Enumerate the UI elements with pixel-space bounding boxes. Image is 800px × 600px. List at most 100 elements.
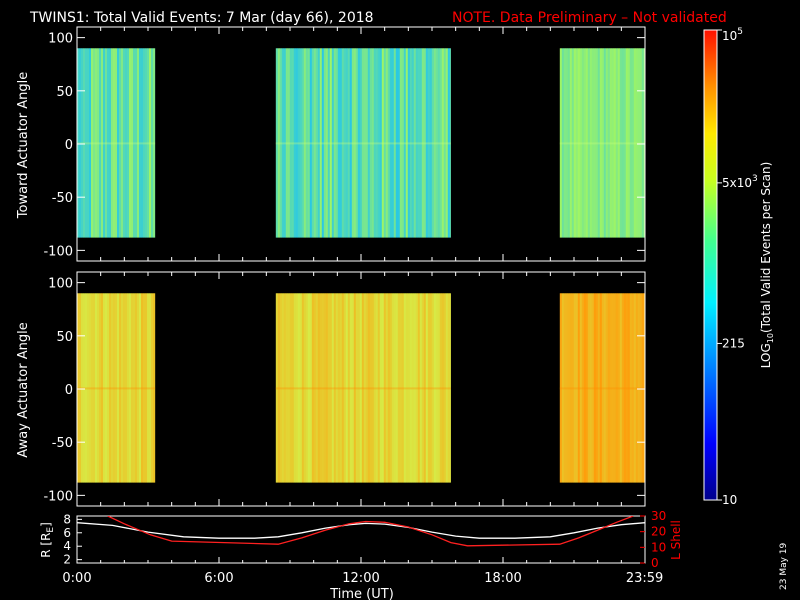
spectrogram-column bbox=[441, 293, 444, 483]
zero-angle-stripe bbox=[559, 142, 645, 145]
spectrogram-column bbox=[81, 293, 84, 483]
spectrogram-column bbox=[133, 48, 136, 238]
spectrogram-column bbox=[599, 293, 602, 483]
spectrogram-column bbox=[335, 48, 338, 238]
spectrogram-column bbox=[95, 293, 98, 483]
spectrogram-column bbox=[95, 48, 98, 238]
spectrogram-column bbox=[561, 48, 564, 238]
data-block bbox=[559, 48, 645, 238]
spectrogram-column bbox=[571, 48, 574, 238]
spectrogram-column bbox=[563, 48, 566, 238]
spectrogram-column bbox=[101, 48, 104, 238]
zero-angle-stripe bbox=[77, 387, 156, 390]
spectrogram-column bbox=[145, 48, 148, 238]
spectrogram-column bbox=[391, 293, 394, 483]
spectrogram-column bbox=[575, 48, 578, 238]
spectrogram-column bbox=[359, 293, 362, 483]
spectrogram-column bbox=[447, 293, 450, 483]
spectrogram-column bbox=[585, 293, 588, 483]
spectrogram-column bbox=[411, 48, 414, 238]
spectrogram-column bbox=[353, 48, 356, 238]
spectrogram-column bbox=[303, 293, 306, 483]
data-block bbox=[275, 48, 451, 238]
spectrogram-column bbox=[599, 48, 602, 238]
lshell-line bbox=[107, 516, 634, 547]
toward-heatmap-panel: 100 50 0 -50 -100 bbox=[43, 26, 646, 262]
colorbar-tick-label: 215 bbox=[722, 336, 745, 350]
spectrogram-column bbox=[577, 48, 580, 238]
spectrogram-column bbox=[403, 293, 406, 483]
spectrogram-column bbox=[149, 293, 152, 483]
spectrogram-column bbox=[329, 48, 332, 238]
spectrogram-column bbox=[597, 48, 600, 238]
spectrogram-column bbox=[135, 293, 138, 483]
spectrogram-column bbox=[337, 48, 340, 238]
y-tick-label: -100 bbox=[43, 244, 73, 259]
r-distance-line bbox=[77, 522, 645, 539]
spectrogram-column bbox=[567, 48, 570, 238]
spectrogram-column bbox=[425, 48, 428, 238]
y-tick-label: 100 bbox=[48, 277, 73, 292]
spectrogram-column bbox=[125, 293, 128, 483]
spectrogram-column bbox=[143, 293, 146, 483]
spectrogram-column bbox=[283, 48, 286, 238]
spectrogram-column bbox=[113, 293, 116, 483]
spectrogram-column bbox=[579, 48, 582, 238]
spectrogram-column bbox=[639, 293, 642, 483]
spectrogram-column bbox=[587, 293, 590, 483]
zero-angle-stripe bbox=[77, 142, 156, 145]
spectrogram-column bbox=[341, 293, 344, 483]
colorbar-tick-label: 105 bbox=[722, 27, 743, 43]
spectrogram-column bbox=[311, 48, 314, 238]
spectrogram-column bbox=[383, 48, 386, 238]
spectrogram-column bbox=[447, 48, 450, 238]
spectrogram-column bbox=[585, 48, 588, 238]
spectrogram-column bbox=[279, 48, 282, 238]
spectrogram-column bbox=[399, 48, 402, 238]
spectrogram-column bbox=[275, 293, 278, 483]
spectrogram-column bbox=[427, 48, 430, 238]
spectrogram-column bbox=[377, 293, 380, 483]
spectrogram-column bbox=[643, 48, 645, 238]
data-block bbox=[275, 293, 451, 483]
spectrogram-column bbox=[625, 293, 628, 483]
spectrogram-column bbox=[89, 48, 92, 238]
spectrogram-column bbox=[365, 48, 368, 238]
spectrogram-column bbox=[569, 48, 572, 238]
spectrogram-column bbox=[577, 293, 580, 483]
spectrogram-column bbox=[359, 48, 362, 238]
spectrogram-column bbox=[149, 48, 152, 238]
spectrogram-column bbox=[373, 48, 376, 238]
data-block bbox=[77, 293, 156, 483]
spectrogram-column bbox=[435, 48, 438, 238]
spectrogram-column bbox=[79, 293, 82, 483]
spectrogram-column bbox=[311, 293, 314, 483]
spectrogram-column bbox=[83, 48, 86, 238]
spectrogram-column bbox=[401, 293, 404, 483]
spectrogram-column bbox=[629, 293, 632, 483]
spectrogram-column bbox=[79, 48, 82, 238]
spectrogram-column bbox=[353, 293, 356, 483]
spectrogram-column bbox=[449, 293, 451, 483]
y-tick-label: -50 bbox=[52, 191, 73, 206]
spectrogram-column bbox=[641, 293, 644, 483]
spectrogram-column bbox=[601, 48, 604, 238]
spectrogram-column bbox=[409, 48, 412, 238]
spectrogram-column bbox=[343, 48, 346, 238]
spectrogram-column bbox=[423, 48, 426, 238]
spectrogram-column bbox=[325, 293, 328, 483]
spectrogram-column bbox=[117, 48, 120, 238]
r-tick-label: 8 bbox=[63, 512, 71, 526]
spectrogram-column bbox=[619, 48, 622, 238]
spectrogram-column bbox=[399, 293, 402, 483]
spectrogram-column bbox=[337, 293, 340, 483]
spectrogram-column bbox=[603, 48, 606, 238]
spectrogram-column bbox=[107, 48, 110, 238]
spectrogram-column bbox=[621, 48, 624, 238]
spectrogram-column bbox=[297, 293, 300, 483]
spectrogram-column bbox=[589, 48, 592, 238]
spectrogram-column bbox=[289, 48, 292, 238]
spectrogram-column bbox=[137, 48, 140, 238]
spectrogram-column bbox=[103, 48, 106, 238]
